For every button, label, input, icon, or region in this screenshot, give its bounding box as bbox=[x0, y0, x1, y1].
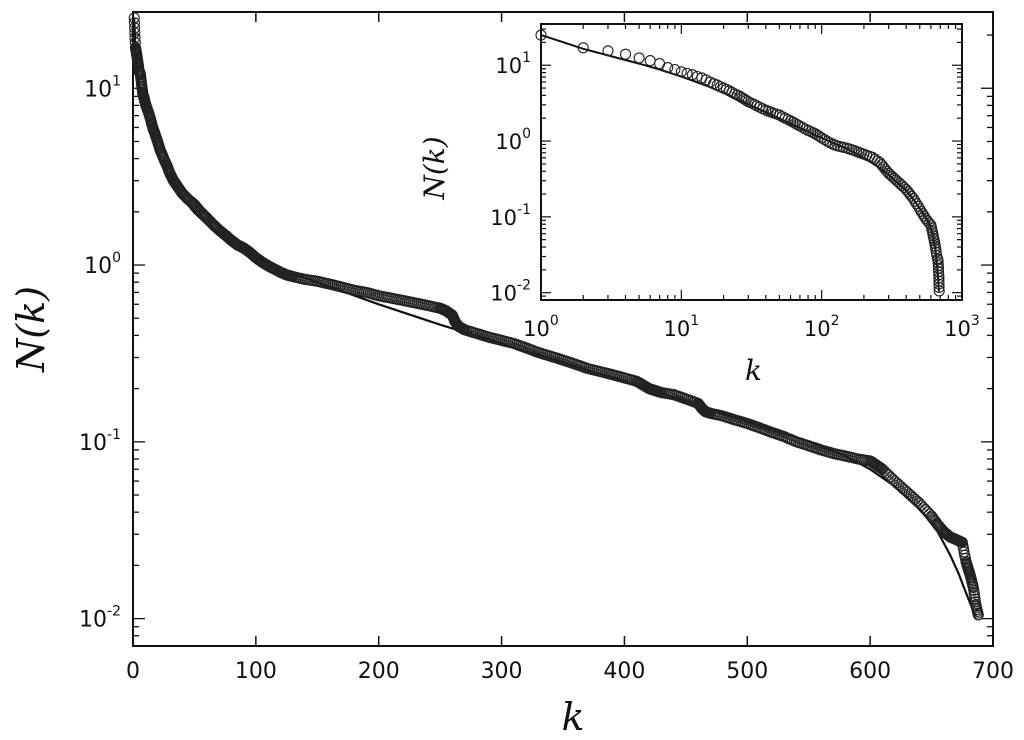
main-data-point bbox=[901, 486, 913, 498]
inset-data-point bbox=[602, 45, 614, 57]
main-data-point bbox=[895, 480, 907, 493]
main-y-tick-label: 100 bbox=[84, 250, 121, 279]
inset-data-point bbox=[933, 278, 945, 290]
inset-data-point bbox=[933, 272, 945, 284]
inset-data-point bbox=[619, 48, 632, 60]
inset-x-tick-label: 103 bbox=[944, 313, 980, 341]
main-data-point bbox=[911, 495, 923, 507]
main-data-point bbox=[878, 465, 891, 477]
inset-data-point bbox=[933, 281, 945, 294]
main-data-point bbox=[883, 469, 895, 481]
inset-data-point bbox=[577, 42, 589, 54]
main-data-point bbox=[972, 609, 984, 621]
main-data-point bbox=[903, 488, 915, 500]
inset-data-point bbox=[932, 257, 944, 269]
main-data-point bbox=[893, 479, 905, 491]
main-y-axis-title: N(k) bbox=[9, 286, 53, 373]
main-data-point bbox=[891, 477, 903, 489]
main-plot-frame bbox=[132, 11, 994, 647]
inset-data-point bbox=[890, 174, 902, 186]
main-data-point bbox=[915, 499, 927, 511]
inset-plot: 100 101 102 103 10-2 10-1 100 101 k N(k) bbox=[418, 23, 980, 387]
main-data-point bbox=[889, 475, 901, 487]
inset-data-point bbox=[930, 246, 942, 258]
inset-data-point bbox=[896, 180, 908, 192]
main-x-axis-title: k bbox=[561, 695, 584, 739]
main-y-tick-label: 101 bbox=[84, 73, 121, 102]
inset-data-point bbox=[819, 134, 831, 146]
main-x-tick-label: 600 bbox=[849, 659, 891, 684]
inset-data-point bbox=[662, 62, 674, 74]
inset-data-point bbox=[894, 178, 906, 190]
main-x-tick-label: 100 bbox=[235, 659, 277, 684]
inset-data-point bbox=[816, 132, 828, 144]
main-x-tick-label: 500 bbox=[726, 659, 768, 684]
main-data-point bbox=[887, 473, 899, 485]
inset-x-axis-title: k bbox=[745, 354, 762, 387]
main-data-point bbox=[880, 467, 893, 479]
main-data-point bbox=[909, 493, 921, 505]
main-data-point bbox=[885, 471, 897, 483]
main-data-point bbox=[897, 482, 909, 494]
main-x-tick-label: 200 bbox=[358, 659, 400, 684]
main-y-tick-label: 10-2 bbox=[79, 604, 121, 633]
main-y-tick-label: 10-1 bbox=[79, 427, 121, 456]
main-x-tick-label: 700 bbox=[972, 659, 1014, 684]
inset-data-point bbox=[933, 269, 945, 281]
main-data-point bbox=[919, 504, 931, 516]
main-data-point bbox=[907, 492, 919, 504]
inset-data-point bbox=[669, 63, 681, 76]
inset-data-point bbox=[633, 52, 645, 64]
main-data-point bbox=[876, 463, 888, 475]
inset-x-tick-label: 101 bbox=[664, 313, 700, 341]
inset-data-point bbox=[681, 67, 693, 79]
inset-data-point bbox=[535, 29, 547, 41]
inset-data-point bbox=[933, 266, 945, 278]
inset-x-tick-label: 102 bbox=[804, 313, 840, 341]
inset-x-tick-label: 100 bbox=[523, 313, 559, 341]
inset-data-point bbox=[933, 285, 945, 297]
inset-data-point bbox=[675, 66, 687, 78]
main-x-tick-label: 400 bbox=[603, 659, 645, 684]
inset-y-tick-label: 100 bbox=[495, 126, 531, 154]
main-plot: 0 100 200 300 400 500 600 700 10-2 10-1 100 101 k N(k… bbox=[9, 11, 1014, 739]
main-x-tick-label: 0 bbox=[126, 659, 140, 684]
main-data-point bbox=[905, 490, 917, 502]
main-data-point bbox=[917, 501, 929, 514]
inset-data-point bbox=[907, 192, 919, 204]
main-data-point bbox=[899, 484, 911, 496]
inset-y-tick-label: 10-2 bbox=[490, 278, 531, 306]
inset-data-point bbox=[898, 181, 910, 194]
inset-data-point bbox=[871, 155, 883, 167]
inset-data-point bbox=[748, 98, 760, 110]
inset-data-point bbox=[892, 176, 904, 188]
inset-plot-frame bbox=[540, 23, 963, 301]
inset-y-tick-label: 101 bbox=[495, 50, 531, 78]
main-x-tick-label: 300 bbox=[481, 659, 523, 684]
inset-y-tick-label: 10-1 bbox=[490, 202, 531, 230]
inset-y-axis-title: N(k) bbox=[418, 136, 451, 200]
